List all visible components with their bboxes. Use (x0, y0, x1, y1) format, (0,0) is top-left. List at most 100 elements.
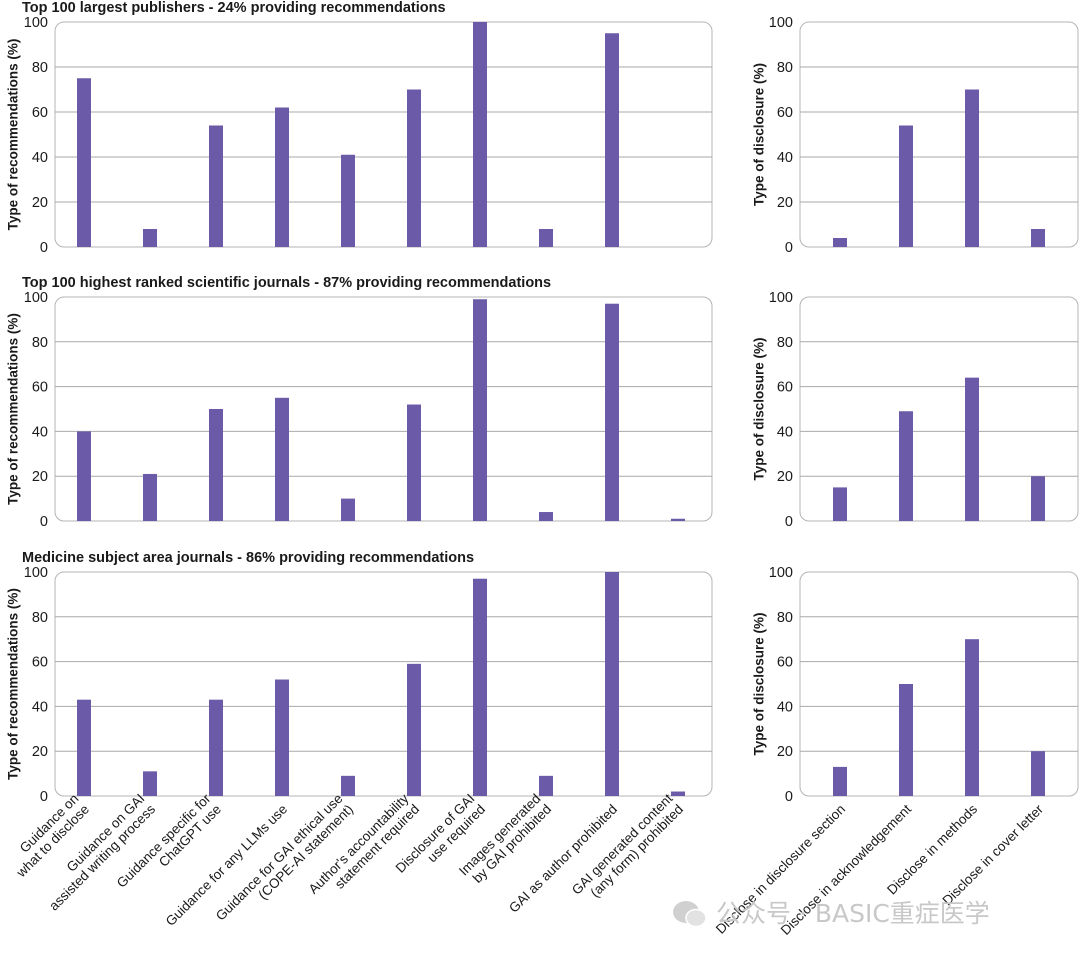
bar (275, 679, 289, 796)
y-tick-label: 60 (32, 655, 48, 671)
bar (671, 791, 685, 796)
y-tick-label: 60 (32, 380, 48, 396)
y-tick-label: 20 (777, 195, 793, 211)
y-tick-label: 40 (777, 150, 793, 166)
y-tick-label: 60 (777, 655, 793, 671)
y-tick-label: 20 (32, 195, 48, 211)
bar (833, 766, 847, 796)
bar (209, 125, 223, 247)
chart-title: Top 100 highest ranked scientific journa… (22, 275, 551, 291)
bar (143, 229, 157, 247)
bar (341, 775, 355, 796)
bar (671, 518, 685, 521)
x-category-label: GAI generated content(any form) prohibit… (569, 791, 686, 908)
y-tick-label: 0 (40, 240, 48, 256)
bar (473, 299, 487, 521)
y-tick-label: 80 (777, 335, 793, 351)
bar (965, 89, 979, 247)
bar (209, 699, 223, 796)
bar (77, 431, 91, 521)
bar (539, 512, 553, 521)
y-tick-label: 40 (32, 150, 48, 166)
y-tick-label: 100 (24, 15, 48, 31)
y-tick-label: 20 (32, 469, 48, 485)
bar (605, 303, 619, 521)
y-axis-label: Type of recommendations (%) (6, 39, 21, 231)
y-tick-label: 0 (785, 240, 793, 256)
y-tick-label: 60 (777, 380, 793, 396)
y-tick-label: 0 (785, 789, 793, 805)
bar (77, 699, 91, 796)
bar (539, 229, 553, 247)
y-tick-label: 20 (777, 469, 793, 485)
bar (275, 107, 289, 247)
bar (143, 771, 157, 796)
bar (1031, 229, 1045, 247)
bar (899, 125, 913, 247)
y-tick-label: 0 (785, 514, 793, 530)
y-tick-label: 80 (32, 610, 48, 626)
wechat-icon (673, 901, 707, 928)
bar (899, 684, 913, 796)
bar (833, 238, 847, 247)
bar (965, 377, 979, 521)
y-axis-label: Type of disclosure (%) (752, 63, 767, 206)
y-tick-label: 60 (777, 105, 793, 121)
y-axis-label: Type of recommendations (%) (6, 313, 21, 505)
bar (407, 404, 421, 521)
y-axis-label: Type of disclosure (%) (752, 612, 767, 755)
y-tick-label: 20 (777, 744, 793, 760)
y-tick-label: 40 (777, 699, 793, 715)
bar (833, 487, 847, 521)
watermark-text: 公众号 · BASIC重症医学 (716, 899, 990, 928)
plot-frame (799, 571, 1079, 797)
bar (605, 572, 619, 796)
bar (407, 89, 421, 247)
chart-panel-2: 0 20 40 60 80 100 Type of disclosure (%) (752, 15, 1079, 256)
bar (77, 78, 91, 247)
y-tick-label: 60 (32, 105, 48, 121)
chart-title: Top 100 largest publishers - 24% providi… (22, 0, 446, 16)
chart-panel-4: 0 20 40 60 80 100 Type of disclosure (%) (752, 290, 1079, 530)
plot-frame (54, 296, 713, 522)
bar (899, 411, 913, 521)
bar (341, 154, 355, 247)
wechat-bubble-small (685, 908, 707, 928)
y-axis-label: Type of recommendations (%) (6, 588, 21, 780)
y-tick-label: 0 (40, 789, 48, 805)
bar (1031, 476, 1045, 521)
bar (605, 33, 619, 247)
bar (1031, 751, 1045, 796)
y-tick-label: 20 (32, 744, 48, 760)
plot-frame (54, 21, 713, 248)
y-tick-label: 100 (769, 290, 793, 306)
y-tick-label: 80 (32, 335, 48, 351)
bar (407, 663, 421, 796)
watermark: 公众号 · BASIC重症医学 (673, 899, 990, 928)
y-tick-label: 40 (32, 424, 48, 440)
y-tick-label: 80 (777, 60, 793, 76)
bar (209, 409, 223, 521)
bar (539, 775, 553, 796)
y-tick-label: 40 (32, 699, 48, 715)
y-tick-label: 100 (769, 15, 793, 31)
plot-frame (799, 21, 1079, 248)
y-tick-label: 80 (32, 60, 48, 76)
y-tick-label: 100 (769, 565, 793, 581)
chart-title: Medicine subject area journals - 86% pro… (22, 550, 474, 566)
y-tick-label: 80 (777, 610, 793, 626)
y-tick-label: 100 (24, 290, 48, 306)
bar (341, 498, 355, 521)
bar (473, 22, 487, 247)
plot-frame (799, 296, 1079, 522)
y-axis-label: Type of disclosure (%) (752, 337, 767, 480)
y-tick-label: 40 (777, 424, 793, 440)
chart-panel-6: 0 20 40 60 80 100 Type of disclosure (%) (752, 565, 1079, 805)
y-tick-label: 0 (40, 514, 48, 530)
bar (965, 639, 979, 796)
bar (275, 397, 289, 521)
